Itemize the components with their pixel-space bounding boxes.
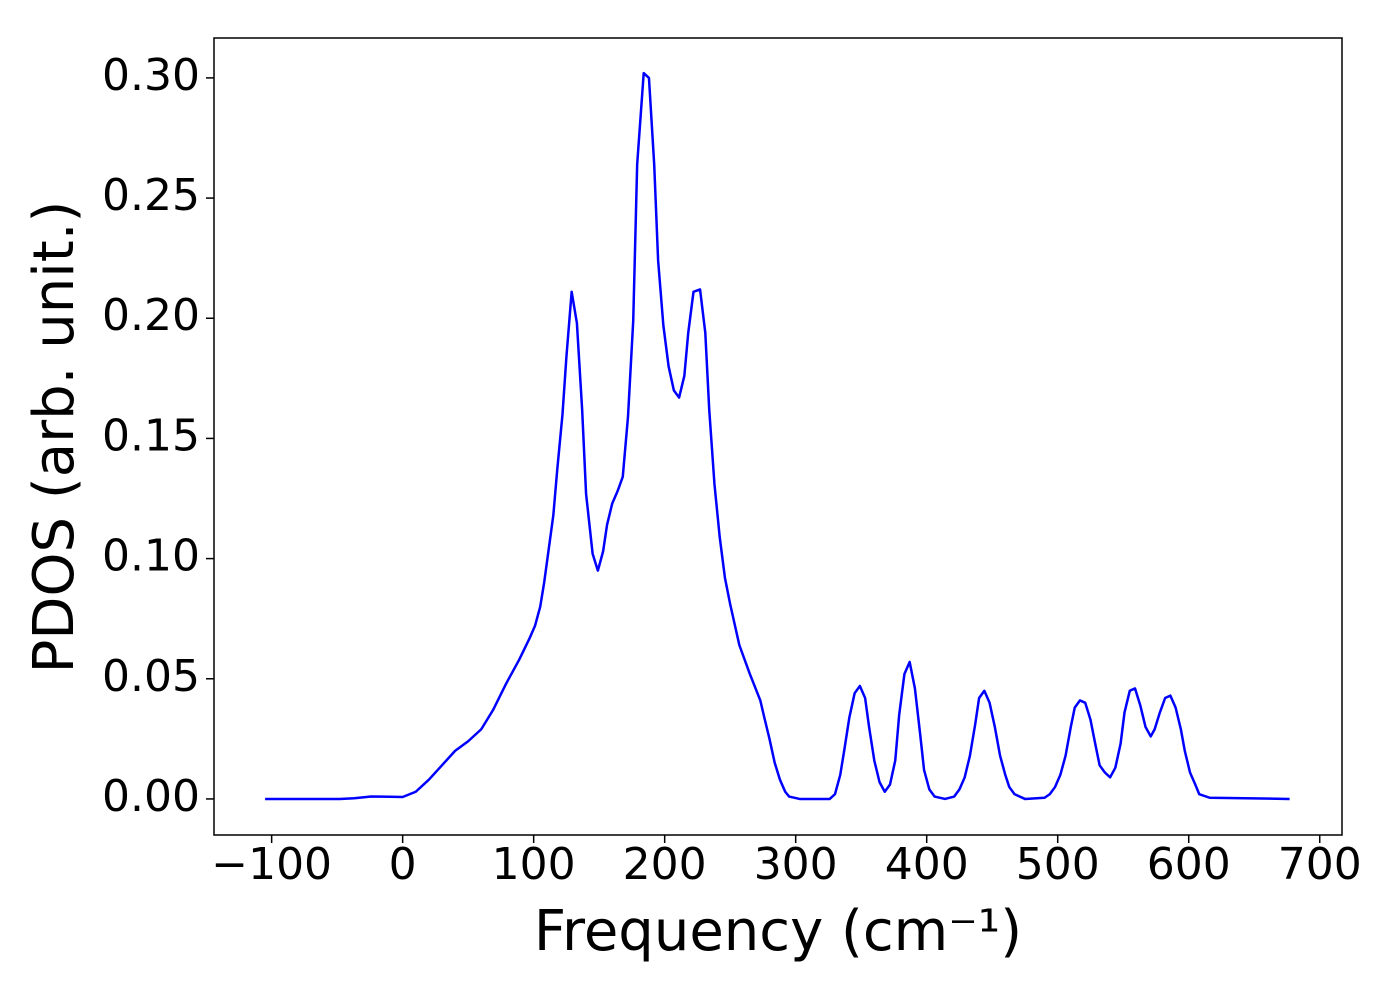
y-tick-label: 0.15: [102, 410, 200, 461]
y-tick-label: 0.00: [102, 771, 200, 822]
y-tick-label: 0.10: [102, 531, 200, 582]
y-axis-label: PDOS (arb. unit.): [22, 201, 87, 674]
x-tick-label: 600: [1147, 839, 1231, 890]
y-tick-label: 0.05: [102, 651, 200, 702]
x-tick-label: 500: [1016, 839, 1100, 890]
x-tick-label: 0: [389, 839, 417, 890]
line: [265, 71, 1290, 801]
x-tick-label: 700: [1278, 839, 1362, 890]
y-tick-label: 0.30: [102, 50, 200, 101]
y-tick-label: 0.20: [102, 290, 200, 341]
plot-frame: [213, 37, 1343, 836]
x-tick-label: −100: [211, 839, 332, 890]
x-tick-label: 400: [885, 839, 969, 890]
x-tick-label: 200: [623, 839, 707, 890]
x-tick-label: 100: [492, 839, 576, 890]
x-tick-label: 300: [754, 839, 838, 890]
x-axis-label: Frequency (cm⁻¹): [534, 899, 1022, 964]
y-tick-label: 0.25: [102, 170, 200, 221]
